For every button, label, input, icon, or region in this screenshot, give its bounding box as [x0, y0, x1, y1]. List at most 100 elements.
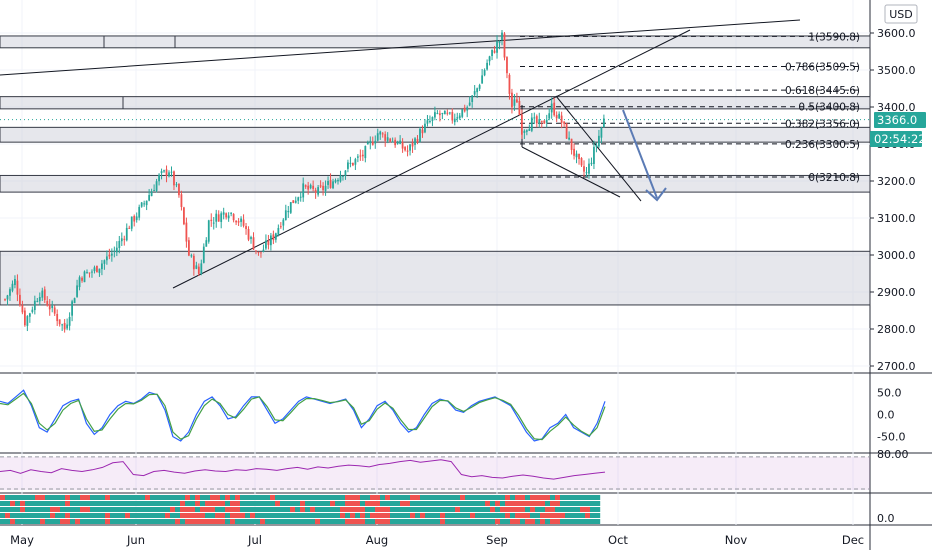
heat-cell-1-91 [455, 501, 461, 506]
candle-body-164 [411, 142, 414, 147]
heat-cell-0-81 [405, 495, 411, 500]
heat-cell-4-108 [540, 519, 546, 524]
candle-body-148 [371, 141, 374, 145]
heat-cell-1-103 [515, 501, 521, 506]
stoch-line-1 [0, 392, 606, 441]
heat-cell-2-92 [460, 507, 466, 512]
candle-body-30 [78, 277, 81, 288]
heat-cell-2-68 [340, 507, 346, 512]
candle-body-97 [245, 226, 247, 230]
heat-cell-1-44 [220, 501, 226, 506]
heat-cell-4-33 [165, 519, 171, 524]
heat-cell-3-90 [450, 513, 456, 518]
candle-body-235 [588, 163, 590, 174]
heat-cell-4-89 [445, 519, 451, 524]
heat-cell-2-30 [150, 507, 156, 512]
heat-cell-4-4 [20, 519, 26, 524]
heat-cell-3-1 [5, 513, 11, 518]
heat-cell-1-119 [595, 501, 601, 506]
heat-cell-2-85 [425, 507, 431, 512]
candle-body-153 [384, 134, 387, 141]
candle-body-6 [19, 294, 21, 306]
heat-cell-1-43 [215, 501, 221, 506]
candle-body-226 [565, 123, 568, 139]
candle-body-68 [173, 171, 175, 186]
fib-label-2: 0.618(3445.6) [785, 85, 860, 97]
heat-cell-1-101 [505, 501, 511, 506]
heat-cell-1-36 [180, 501, 186, 506]
heat-cell-0-45 [225, 495, 231, 500]
candle-body-70 [178, 183, 180, 196]
fib-label-4: 0.382(3356.0) [785, 118, 860, 130]
rising-trendline [172, 29, 691, 289]
candle-body-113 [284, 210, 287, 221]
stoch-tick-label-1: 0.0 [877, 409, 895, 422]
candle-body-190 [476, 88, 479, 93]
heat-cell-2-41 [205, 507, 211, 512]
candle-body-210 [525, 130, 528, 132]
candle-body-39 [101, 263, 103, 270]
fibonacci-retracement[interactable]: 1(3590.8) 0.786(3509.5) 0.618(3445.6) 0.5(3… [0, 31, 870, 184]
candle-body-200 [501, 32, 503, 40]
heat-cell-1-72 [360, 501, 366, 506]
heat-cell-1-67 [335, 501, 341, 506]
heat-cell-1-31 [155, 501, 161, 506]
heat-cell-0-110 [550, 495, 556, 500]
heat-cell-0-97 [485, 495, 491, 500]
heat-cell-2-72 [360, 507, 366, 512]
heat-cell-3-17 [85, 513, 91, 518]
heat-cell-4-73 [365, 519, 371, 524]
candle-body-108 [272, 234, 275, 241]
x-tick-label-6: Nov [725, 533, 748, 547]
heat-cell-2-112 [560, 507, 566, 512]
heat-cell-4-77 [385, 519, 391, 524]
heat-cell-4-72 [360, 519, 366, 524]
heat-cell-4-100 [500, 519, 506, 524]
candle-body-63 [160, 171, 163, 174]
heat-cell-1-29 [145, 501, 151, 506]
candle-body-214 [535, 116, 538, 124]
heat-cell-3-44 [220, 513, 226, 518]
heat-cell-4-9 [45, 519, 51, 524]
heat-cell-2-119 [595, 507, 601, 512]
candle-body-85 [215, 213, 218, 222]
candle-body-175 [438, 113, 441, 116]
fib-label-1: 0.786(3509.5) [785, 61, 860, 73]
x-tick-label-7: Dec [842, 533, 864, 547]
heat-cell-0-96 [480, 495, 486, 500]
heat-cell-2-108 [540, 507, 546, 512]
candle-body-48 [123, 238, 126, 240]
candle-body-11 [31, 309, 34, 312]
heat-cell-2-100 [500, 507, 506, 512]
candle-body-213 [533, 117, 536, 119]
heat-cell-2-17 [85, 507, 91, 512]
heat-cell-4-78 [390, 519, 396, 524]
currency-box[interactable] [884, 4, 918, 24]
candle-body-4 [14, 278, 16, 286]
candle-body-101 [255, 250, 257, 252]
heat-cell-1-62 [310, 501, 316, 506]
heat-cell-0-6 [30, 495, 36, 500]
heat-cell-2-71 [355, 507, 361, 512]
heat-cell-2-66 [330, 507, 336, 512]
heat-cell-4-107 [535, 519, 541, 524]
heat-cell-3-3 [15, 513, 21, 518]
x-tick-label-1: Jun [126, 533, 145, 547]
candle-body-123 [309, 185, 312, 189]
heat-cell-4-26 [130, 519, 136, 524]
heat-cell-4-41 [205, 519, 211, 524]
wedge-lower-line [521, 146, 621, 198]
heat-cell-2-96 [480, 507, 486, 512]
heat-cell-4-34 [170, 519, 176, 524]
heat-cell-4-29 [145, 519, 151, 524]
heat-cell-4-102 [510, 519, 516, 524]
candle-body-129 [324, 185, 327, 191]
heat-cell-1-85 [425, 501, 431, 506]
heat-cell-1-73 [365, 501, 371, 506]
heat-cell-1-86 [430, 501, 436, 506]
heat-cell-3-0 [0, 513, 6, 518]
heat-cell-2-38 [190, 507, 196, 512]
heat-cell-4-105 [525, 519, 531, 524]
